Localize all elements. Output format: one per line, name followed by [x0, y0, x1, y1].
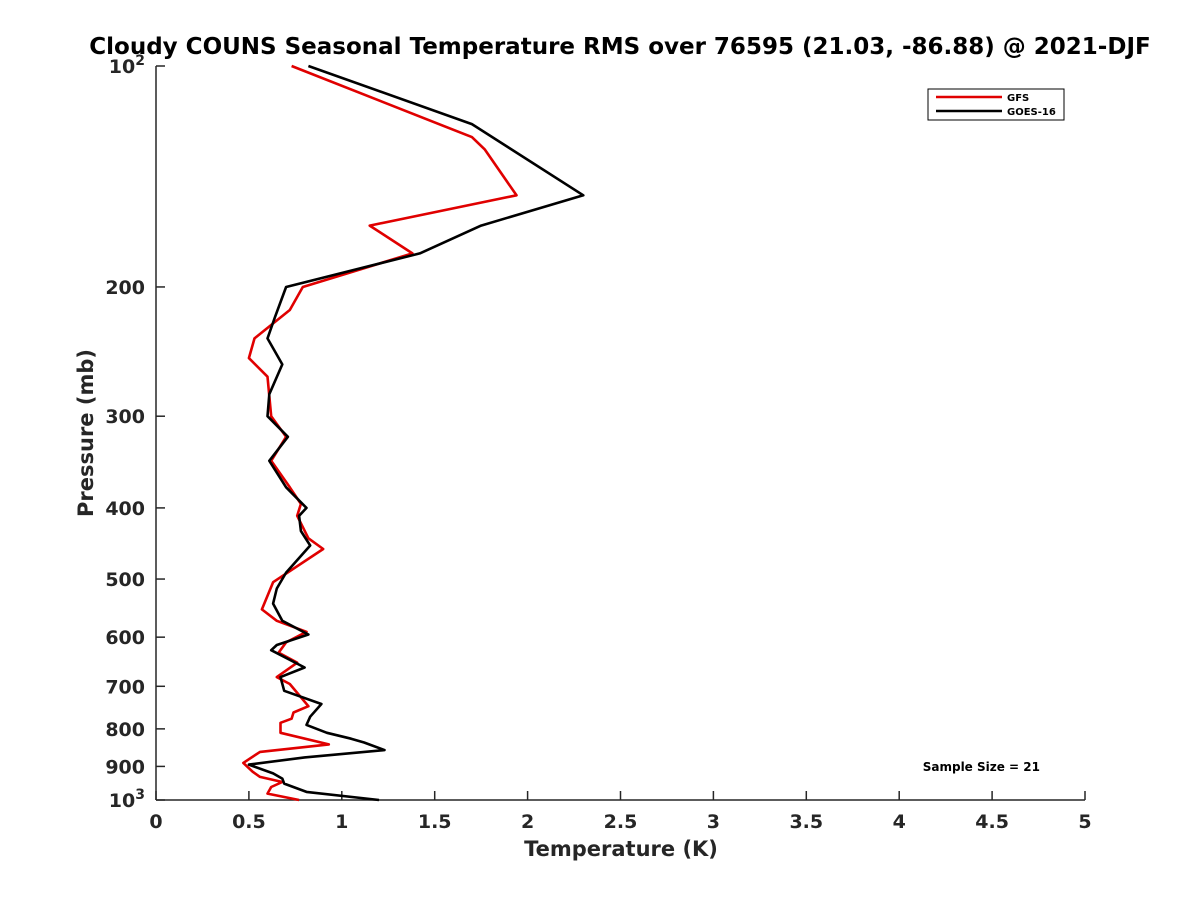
x-tick-label: 3.5: [789, 811, 823, 833]
x-tick-label: 2: [521, 811, 534, 833]
x-tick-label: 5: [1078, 811, 1091, 833]
y-tick-label: 400: [105, 498, 145, 520]
y-tick-label: 800: [105, 719, 145, 741]
x-tick-label: 0: [149, 811, 162, 833]
x-tick-label: 1.5: [418, 811, 452, 833]
sample-size-annotation: Sample Size = 21: [923, 760, 1040, 774]
series-line-goes16: [247, 64, 585, 802]
chart-title: Cloudy COUNS Seasonal Temperature RMS ov…: [89, 34, 1150, 60]
y-tick-label: 600: [105, 627, 145, 649]
series-line-gfs: [242, 64, 518, 802]
x-axis-label: Temperature (K): [524, 837, 718, 861]
y-tick-label: 900: [105, 756, 145, 778]
y-tick-label: 200: [105, 277, 145, 299]
y-axis-label: Pressure (mb): [74, 349, 98, 517]
legend: GFS GOES-16: [927, 88, 1065, 121]
y-tick-label: 500: [105, 569, 145, 591]
x-tick-label: 2.5: [604, 811, 638, 833]
x-tick-label: 4.5: [975, 811, 1009, 833]
x-tick-label: 4: [893, 811, 906, 833]
y-tick-label: 300: [105, 406, 145, 428]
x-tick-label: 0.5: [232, 811, 266, 833]
x-tick-label: 1: [335, 811, 348, 833]
y-axis-ticks: 102 200 300 400 500 600 700 800 900 103: [105, 53, 165, 812]
y-tick-label: 700: [105, 676, 145, 698]
y-tick-label: 102: [109, 53, 145, 78]
legend-label-goes16: GOES-16: [1007, 107, 1056, 118]
y-tick-label: 103: [109, 787, 145, 812]
x-tick-label: 3: [707, 811, 720, 833]
legend-box: [927, 88, 1065, 121]
x-axis-ticks: 0 0.5 1 1.5 2 2.5 3 3.5 4 4.5 5: [149, 791, 1092, 833]
legend-label-gfs: GFS: [1007, 93, 1029, 104]
series-layer: [242, 64, 585, 802]
